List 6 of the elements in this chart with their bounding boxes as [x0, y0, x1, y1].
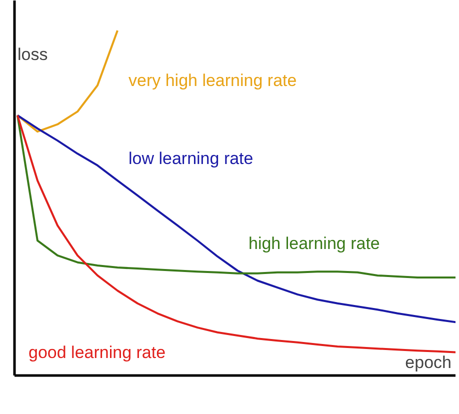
series-label: good learning rate [28, 342, 166, 362]
x-axis-title: epoch [405, 353, 452, 372]
series-label: low learning rate [128, 149, 254, 168]
series-label: high learning rate [248, 234, 380, 253]
y-axis-title: loss [18, 45, 48, 64]
series-label: very high learning rate [128, 71, 297, 90]
